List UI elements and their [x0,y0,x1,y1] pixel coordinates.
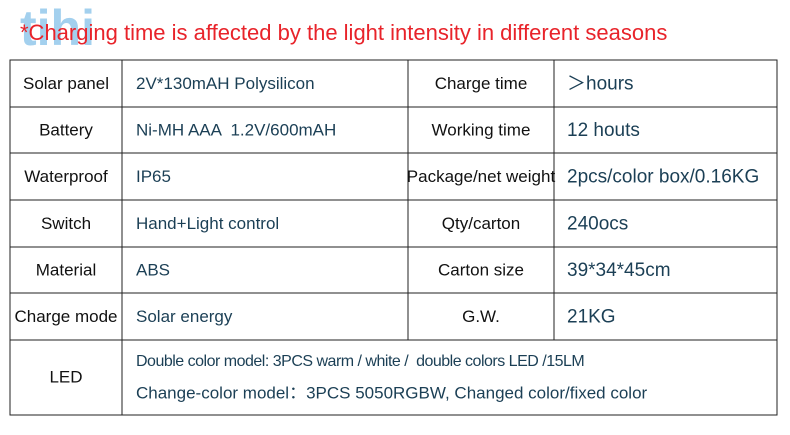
field-value: 39*34*45cm [567,260,671,281]
field-label: Working time [432,120,531,139]
field-label: Carton size [438,260,524,279]
field-value: 12 houts [567,120,640,141]
field-value: 2V*130mAH Polysilicon [136,74,315,93]
field-label: Qty/carton [442,214,520,233]
field-value: Hand+Light control [136,214,279,233]
field-value: IP65 [136,167,171,186]
led-line: Change-color model：3PCS 5050RGBW, Change… [136,383,648,402]
title: *Charging time is affected by the light … [20,20,667,45]
field-value: Solar energy [136,307,233,326]
field-value: ABS [136,260,170,279]
field-label: Waterproof [24,167,108,186]
field-label: Material [36,260,96,279]
field-value: ＞hours [567,74,634,95]
led-label: LED [49,367,82,386]
field-value: 21KG [567,307,616,328]
field-value: 2pcs/color box/0.16KG [567,167,759,188]
field-label: G.W. [462,307,500,326]
field-label: Solar panel [23,74,109,93]
field-label: Switch [41,214,91,233]
led-line: Double color model: 3PCS warm / white / … [136,353,584,370]
field-label: Charge mode [14,307,117,326]
field-label: Package/net weight [407,167,556,186]
field-label: Battery [39,120,93,139]
watermark: tihi [20,0,95,56]
field-value: 240ocs [567,214,628,235]
field-label: Charge time [435,74,528,93]
table-grid [9,59,778,416]
field-value: Ni-MH AAA 1.2V/600mAH [136,120,336,139]
